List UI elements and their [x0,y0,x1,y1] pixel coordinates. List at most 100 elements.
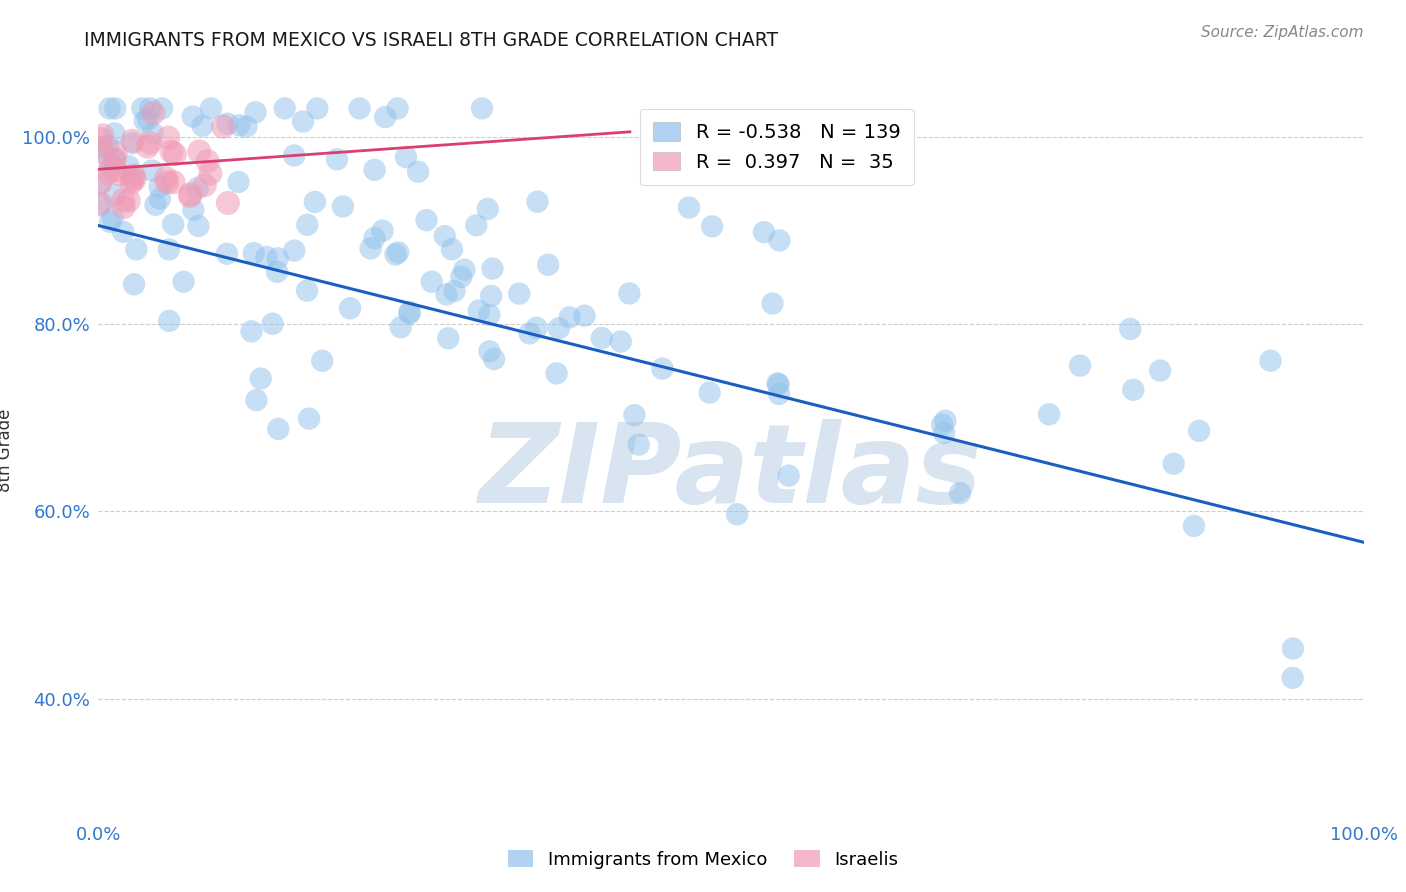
Point [136,139,159,153]
Point [934,414,956,428]
Point [124,172,146,186]
Point [160,145,183,159]
Point [453,262,475,277]
Point [162,218,184,232]
Point [283,244,305,258]
Point [194,178,217,192]
Point [699,385,721,400]
Point [433,229,456,244]
Point [436,287,458,301]
Point [297,218,319,232]
Point [752,225,775,239]
Point [103,127,125,141]
Point [235,120,257,134]
Point [477,202,499,216]
Point [482,351,505,366]
Point [262,317,284,331]
Point [443,284,465,298]
Point [90,132,112,146]
Point [104,163,127,178]
Point [157,314,180,328]
Point [266,265,288,279]
Point [217,117,239,131]
Point [537,258,560,272]
Point [508,286,530,301]
Point [374,110,396,124]
Point [121,136,143,151]
Point [371,224,394,238]
Point [131,102,153,116]
Point [1260,353,1282,368]
Point [112,193,135,207]
Point [547,321,569,335]
Point [725,508,748,522]
Point [1149,363,1171,377]
Point [591,331,613,345]
Point [363,231,385,245]
Point [118,159,141,173]
Point [104,146,127,161]
Point [97,139,120,153]
Point [254,250,277,264]
Point [384,247,406,261]
Point [479,289,502,303]
Legend: R = -0.538   N = 139, R =  0.397   N =  35: R = -0.538 N = 139, R = 0.397 N = 35 [640,109,914,186]
Point [173,275,195,289]
Point [546,367,568,381]
Point [292,114,315,128]
Text: IMMIGRANTS FROM MEXICO VS ISRAELI 8TH GRADE CORRELATION CHART: IMMIGRANTS FROM MEXICO VS ISRAELI 8TH GR… [84,31,779,50]
Point [122,169,145,183]
Point [89,198,111,212]
Point [267,252,290,266]
Point [1038,407,1060,421]
Point [142,106,165,120]
Point [228,175,250,189]
Point [610,334,633,349]
Point [478,344,501,359]
Point [139,136,162,150]
Point [212,120,235,134]
Point [98,102,121,116]
Point [217,196,239,211]
Text: ZIPatlas: ZIPatlas [479,419,983,526]
Point [141,163,163,178]
Point [267,422,290,436]
Point [104,102,127,116]
Point [157,243,180,257]
Point [97,166,120,180]
Point [283,148,305,162]
Point [934,426,956,441]
Point [307,102,329,116]
Text: Source: ZipAtlas.com: Source: ZipAtlas.com [1201,25,1364,40]
Point [121,171,143,186]
Point [150,102,173,116]
Point [89,176,111,190]
Point [304,194,326,209]
Point [450,269,472,284]
Point [465,219,488,233]
Point [121,176,143,190]
Point [1122,383,1144,397]
Point [181,110,204,124]
Point [103,188,125,202]
Point [197,154,219,169]
Point [1119,322,1142,336]
Point [228,118,250,132]
Point [387,102,409,116]
Point [103,151,125,165]
Point [623,408,645,422]
Point [519,326,541,341]
Point [100,160,122,174]
Point [440,242,463,256]
Point [295,284,318,298]
Point [215,246,238,260]
Legend: Immigrants from Mexico, Israelis: Immigrants from Mexico, Israelis [501,843,905,876]
Point [91,145,114,159]
Point [1281,671,1303,685]
Point [478,308,501,322]
Point [406,165,429,179]
Point [104,153,127,167]
Point [112,200,135,214]
Point [121,134,143,148]
Point [187,219,209,233]
